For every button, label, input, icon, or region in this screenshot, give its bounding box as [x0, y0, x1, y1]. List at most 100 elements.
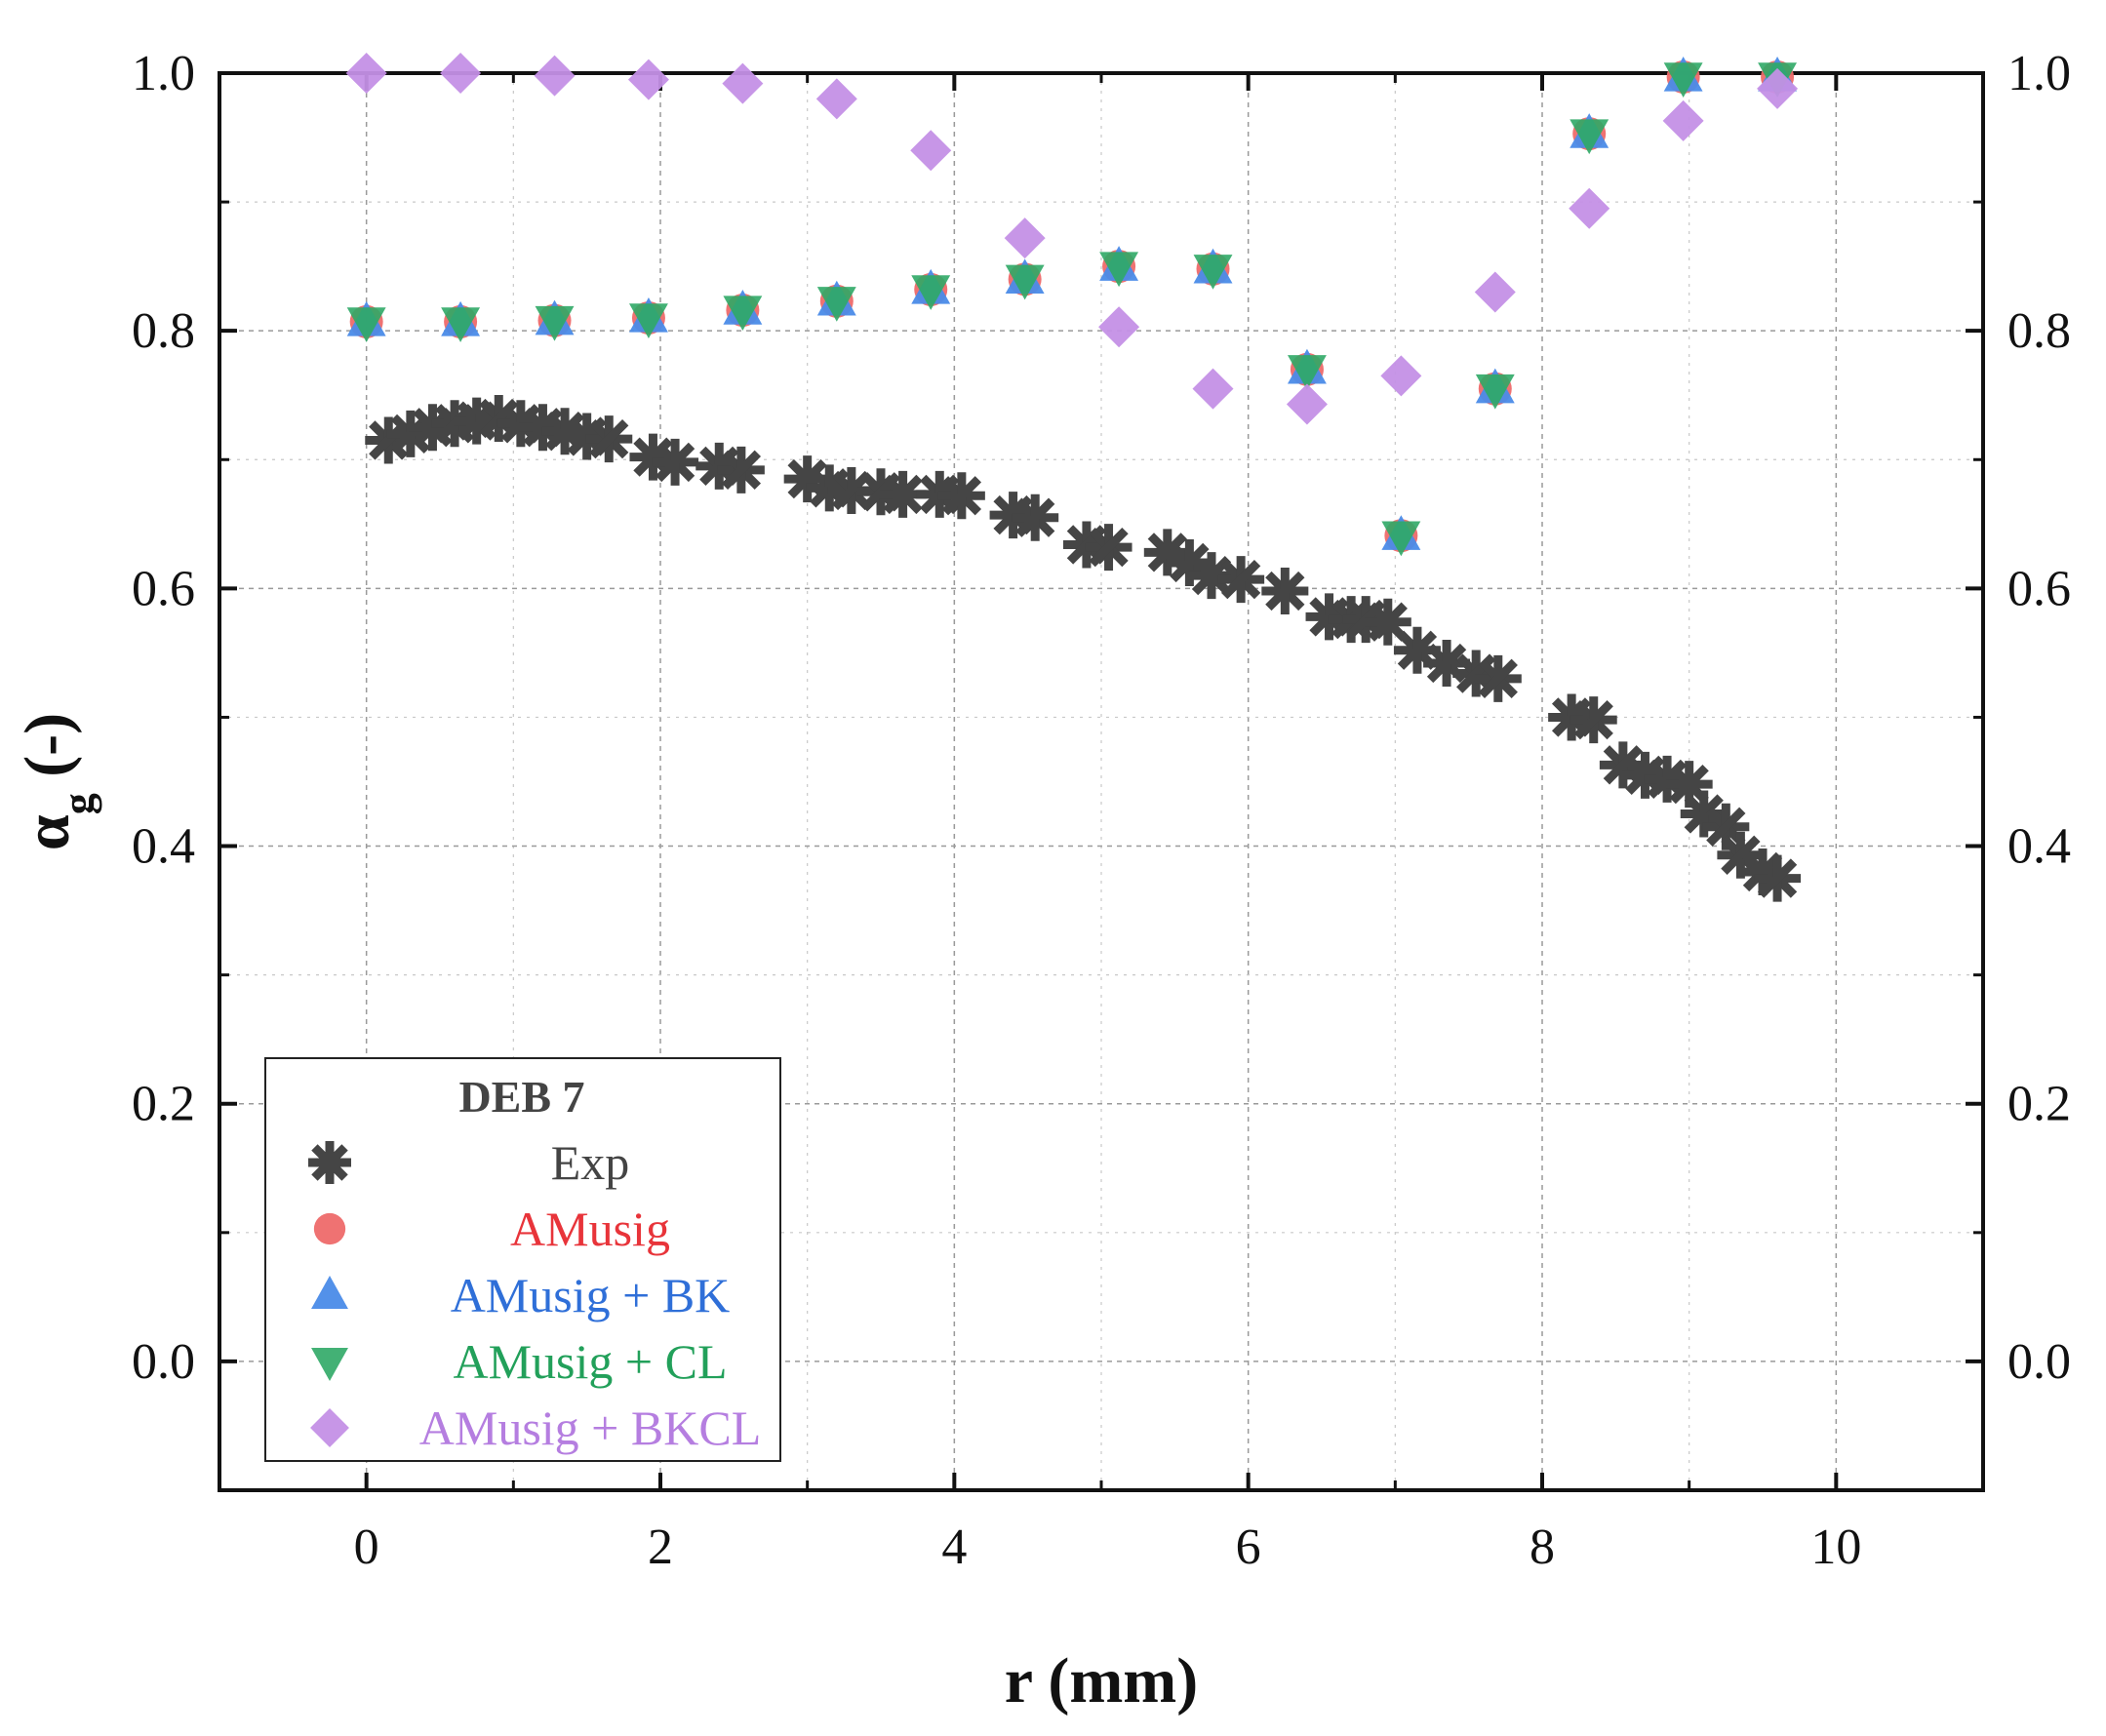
- asterisk-stroke: [1265, 571, 1305, 612]
- legend-marker: [311, 1348, 348, 1381]
- x-axis-title: r (mm): [1005, 1645, 1199, 1716]
- y-tick-label-left: 0.2: [132, 1077, 195, 1132]
- y-axis-title: αg (-): [12, 713, 102, 850]
- data-point: [1193, 255, 1233, 290]
- x-tick-label: 0: [354, 1519, 379, 1575]
- data-point: [1012, 493, 1059, 541]
- y-tick-label-right: 0.2: [2007, 1077, 2071, 1132]
- asterisk-stroke: [1397, 630, 1438, 670]
- data-point: [717, 446, 765, 493]
- data-point: [1475, 374, 1515, 410]
- asterisk-stroke: [1368, 602, 1408, 642]
- data-point: [937, 472, 985, 520]
- asterisk-stroke: [1573, 699, 1613, 740]
- data-point: [1569, 187, 1610, 229]
- data-point: [911, 275, 951, 310]
- data-point: [1085, 524, 1132, 572]
- asterisk-stroke: [1706, 807, 1746, 847]
- legend-label: AMusig + CL: [453, 1334, 727, 1389]
- data-point: [1099, 252, 1139, 288]
- data-point: [1754, 854, 1802, 902]
- asterisk-stroke: [1089, 527, 1129, 568]
- y-axis-title-symbol: α: [12, 814, 83, 850]
- data-point: [1717, 831, 1765, 879]
- asterisk-stroke: [1478, 658, 1518, 698]
- x-tick-label: 2: [648, 1519, 673, 1575]
- data-point: [627, 59, 669, 100]
- asterisk-stroke: [369, 420, 409, 460]
- data-point: [1381, 521, 1421, 557]
- legend-label: AMusig + BK: [451, 1268, 731, 1322]
- data-point: [1286, 383, 1328, 425]
- data-point: [1364, 598, 1411, 646]
- data-point: [1287, 355, 1327, 390]
- y-tick-label-left: 0.8: [132, 303, 195, 359]
- asterisk-stroke: [311, 1144, 348, 1181]
- asterisk-stroke: [1684, 794, 1724, 834]
- asterisk-stroke: [1015, 497, 1055, 537]
- data-point: [1474, 654, 1522, 702]
- data-points: [345, 53, 1802, 902]
- legend-items: Exp AMusig AMusig + BK AMusig + CL AMusig + …: [308, 1135, 761, 1455]
- y-tick-label-right: 0.6: [2007, 561, 2071, 616]
- data-point: [346, 307, 386, 342]
- asterisk-stroke: [1191, 556, 1232, 596]
- legend-label: AMusig + BKCL: [419, 1401, 761, 1455]
- series-amusig-bkcl: [345, 53, 1799, 425]
- data-point: [1663, 62, 1703, 98]
- y-tick-label-left: 1.0: [132, 46, 195, 101]
- asterisk-stroke: [941, 476, 982, 516]
- asterisk-stroke: [1426, 643, 1467, 684]
- data-point: [1166, 538, 1213, 586]
- data-point: [1217, 556, 1265, 604]
- legend-marker: [310, 1408, 349, 1447]
- data-point: [1261, 568, 1309, 615]
- asterisk-stroke: [1220, 559, 1261, 600]
- legend-label: Exp: [551, 1135, 630, 1190]
- data-point: [1570, 696, 1617, 744]
- asterisk-stroke: [589, 418, 629, 459]
- asterisk-stroke: [390, 414, 431, 454]
- asterisk-stroke: [1170, 542, 1210, 583]
- data-point: [1757, 67, 1799, 109]
- y-tick-label-right: 0.8: [2007, 303, 2071, 359]
- asterisk-stroke: [787, 458, 827, 499]
- y-tick-label-right: 0.4: [2007, 819, 2071, 875]
- x-tick-label: 10: [1810, 1519, 1861, 1575]
- asterisk-stroke: [1757, 858, 1798, 898]
- y-axis-title-unit: (-): [12, 713, 83, 793]
- data-point: [534, 55, 576, 97]
- data-point: [1004, 217, 1046, 259]
- data-point: [1005, 264, 1045, 300]
- data-point: [723, 296, 763, 332]
- data-point: [910, 130, 952, 172]
- data-point: [1474, 271, 1516, 313]
- legend: DEB 7 Exp AMusig AMusig + BK AMusig + CL AMu…: [264, 1057, 781, 1462]
- data-point: [585, 415, 633, 463]
- asterisk-stroke: [1669, 764, 1709, 805]
- y-axis-title-subscript: g: [55, 793, 102, 814]
- y-tick-label-left: 0.6: [132, 561, 195, 616]
- legend-marker: [311, 1276, 348, 1309]
- data-point: [535, 305, 575, 341]
- x-tick-label: 8: [1530, 1519, 1555, 1575]
- y-tick-label-left: 0.4: [132, 819, 195, 875]
- legend-marker: [308, 1141, 351, 1184]
- data-point: [722, 62, 764, 104]
- legend-title: DEB 7: [458, 1072, 584, 1122]
- data-point: [1098, 306, 1140, 348]
- y-tick-label-right: 1.0: [2007, 46, 2071, 101]
- data-point: [1570, 119, 1609, 155]
- data-point: [1662, 99, 1704, 141]
- x-tick-label: 6: [1236, 1519, 1261, 1575]
- legend-marker: [313, 1212, 346, 1245]
- data-point: [816, 287, 856, 322]
- data-point: [652, 438, 699, 486]
- y-tick-label-left: 0.0: [132, 1334, 195, 1390]
- asterisk-stroke: [1147, 533, 1187, 572]
- data-point: [345, 53, 387, 94]
- asterisk-stroke: [1721, 835, 1761, 875]
- data-point: [1192, 368, 1234, 410]
- y-tick-label-right: 0.0: [2007, 1334, 2071, 1390]
